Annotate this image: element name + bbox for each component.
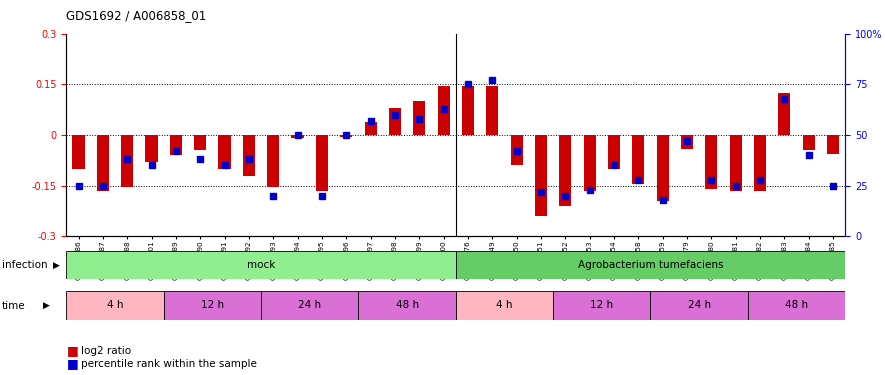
Bar [316, 135, 328, 190]
Bar [145, 135, 158, 162]
Bar [194, 135, 206, 150]
Text: 12 h: 12 h [201, 300, 224, 310]
Bar [413, 101, 426, 135]
FancyBboxPatch shape [66, 291, 164, 320]
Text: 24 h: 24 h [298, 300, 321, 310]
Text: ■: ■ [66, 357, 78, 370]
Text: 12 h: 12 h [590, 300, 613, 310]
FancyBboxPatch shape [456, 251, 845, 279]
Bar [340, 135, 352, 137]
Bar [778, 93, 790, 135]
Bar [559, 135, 572, 206]
Bar [583, 135, 596, 190]
Text: percentile rank within the sample: percentile rank within the sample [81, 359, 258, 369]
Text: log2 ratio: log2 ratio [81, 346, 132, 355]
Bar [121, 135, 134, 188]
Text: GDS1692 / A006858_01: GDS1692 / A006858_01 [66, 9, 206, 22]
Bar [437, 86, 450, 135]
FancyBboxPatch shape [650, 291, 748, 320]
Bar [96, 135, 109, 190]
Text: time: time [2, 301, 26, 310]
Bar [729, 135, 742, 190]
FancyBboxPatch shape [553, 291, 650, 320]
Bar [511, 135, 523, 165]
FancyBboxPatch shape [748, 291, 845, 320]
FancyBboxPatch shape [358, 291, 456, 320]
Bar [219, 135, 231, 169]
Bar [608, 135, 620, 169]
FancyBboxPatch shape [261, 291, 358, 320]
Bar [291, 135, 304, 138]
Bar [73, 135, 85, 169]
Bar [827, 135, 839, 154]
Bar [389, 108, 401, 135]
Bar [267, 135, 280, 188]
Text: ▶: ▶ [53, 261, 60, 270]
Bar [535, 135, 547, 216]
Text: 4 h: 4 h [496, 300, 512, 310]
Text: 48 h: 48 h [396, 300, 419, 310]
Text: Agrobacterium tumefaciens: Agrobacterium tumefaciens [578, 260, 723, 270]
Text: 24 h: 24 h [688, 300, 711, 310]
Bar [705, 135, 718, 189]
Bar [657, 135, 669, 201]
Bar [242, 135, 255, 176]
Text: ▶: ▶ [42, 301, 50, 310]
Text: mock: mock [247, 260, 275, 270]
Bar [486, 86, 498, 135]
Bar [681, 135, 693, 148]
FancyBboxPatch shape [164, 291, 261, 320]
Bar [754, 135, 766, 190]
Bar [170, 135, 182, 155]
FancyBboxPatch shape [66, 251, 456, 279]
Text: ■: ■ [66, 344, 78, 357]
Bar [803, 135, 815, 150]
Bar [632, 135, 644, 184]
Bar [462, 86, 474, 135]
Text: infection: infection [2, 261, 48, 270]
Text: 4 h: 4 h [107, 300, 123, 310]
Text: 48 h: 48 h [785, 300, 808, 310]
FancyBboxPatch shape [456, 291, 553, 320]
Bar [365, 122, 377, 135]
